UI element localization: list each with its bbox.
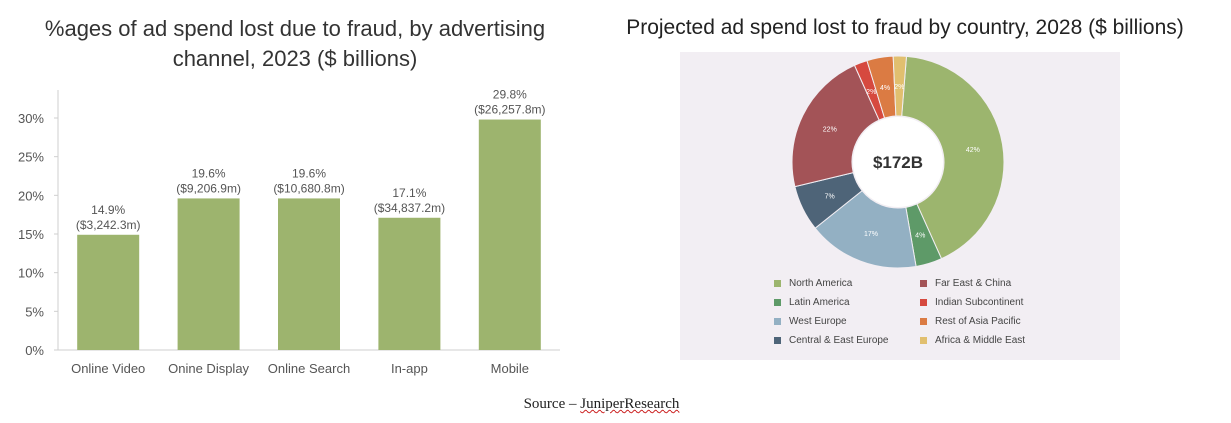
bar-value-label: 19.6%	[292, 166, 326, 180]
y-tick-label: 15%	[18, 227, 44, 242]
slice-label: 4%	[915, 233, 925, 240]
legend-swatch	[774, 280, 781, 287]
x-tick-label: Onine Display	[168, 361, 249, 376]
y-tick-label: 0%	[25, 343, 44, 358]
donut-center-label: $172B	[873, 153, 923, 172]
legend-label: Indian Subcontinent	[935, 297, 1024, 308]
slice-label: 2%	[894, 84, 904, 91]
source-prefix: Source –	[523, 396, 581, 412]
legend-item: Rest of Asia Pacific	[920, 316, 1021, 327]
slice-label: 42%	[966, 147, 980, 154]
donut-slice	[791, 64, 880, 188]
legend-label: Far East & China	[935, 278, 1012, 289]
legend-label: Central & East Europe	[789, 335, 889, 346]
legend-item: Latin America	[774, 297, 850, 308]
bar	[177, 198, 240, 350]
slice-label: 4%	[880, 85, 890, 92]
donut-chart: 42% 4% 17% 7% 22% 2% 4% 2% $172B	[791, 55, 1005, 269]
slice-label: 17%	[864, 231, 878, 238]
legend-item: Central & East Europe	[774, 335, 889, 346]
y-tick-label: 30%	[18, 111, 44, 126]
bar-value-label: 17.1%	[392, 186, 426, 200]
y-tick-label: 20%	[18, 188, 44, 203]
bar-chart-title-line1: %ages of ad spend lost due to fraud, by …	[44, 16, 546, 41]
legend-label: Africa & Middle East	[935, 335, 1026, 346]
legend-item: Far East & China	[920, 278, 1011, 289]
legend-label: West Europe	[789, 316, 847, 327]
y-tick-label: 25%	[18, 150, 44, 165]
bar-value-label: 19.6%	[192, 166, 226, 180]
bar	[77, 234, 140, 350]
legend-swatch	[920, 280, 927, 287]
source-note: Source – JuniperResearch	[0, 396, 1203, 413]
legend-swatch	[920, 337, 927, 344]
source-name: JuniperResearch	[580, 396, 680, 412]
bar-amount-label: ($26,257.8m)	[474, 103, 545, 117]
legend-item: North America	[774, 278, 852, 289]
bar-amount-label: ($9,206.9m)	[176, 181, 241, 195]
x-tick-label: Mobile	[491, 361, 529, 376]
bar	[378, 217, 441, 350]
bar	[278, 198, 340, 350]
bar-amount-label: ($10,680.8m)	[273, 181, 344, 195]
legend-item: Indian Subcontinent	[920, 297, 1023, 308]
legend-swatch	[774, 299, 781, 306]
slice-label: 22%	[823, 126, 837, 133]
legend-swatch	[920, 299, 927, 306]
x-tick-label: Online Search	[268, 361, 350, 376]
donut-chart-title: Projected ad spend lost to fraud by coun…	[626, 16, 1184, 39]
legend-swatch	[774, 337, 781, 344]
donut-slice	[901, 55, 1005, 260]
donut-slice	[814, 190, 917, 269]
legend-item: Africa & Middle East	[920, 335, 1025, 346]
slice-label: 7%	[825, 193, 835, 200]
slice-label: 2%	[866, 89, 876, 96]
donut-hole	[853, 117, 943, 207]
bar-amount-label: ($3,242.3m)	[76, 218, 141, 232]
bar-chart-title-line2: channel, 2023 ($ billions)	[172, 46, 418, 71]
x-tick-label: In-app	[391, 361, 428, 376]
legend-label: North America	[789, 278, 853, 289]
bar	[478, 119, 541, 350]
donut-slice	[892, 55, 908, 117]
legend-item: West Europe	[774, 316, 847, 327]
y-tick-label: 5%	[25, 304, 44, 319]
bar-chart: 0% 5% 10% 15% 20% 25% 30% 14.9%($3,242.3m) Onlin…	[18, 88, 560, 376]
bar-amount-label: ($34,837.2m)	[374, 201, 445, 215]
legend-label: Rest of Asia Pacific	[935, 316, 1021, 327]
legend-swatch	[774, 318, 781, 325]
bar-chart-title: %ages of ad spend lost due to fraud, by …	[0, 14, 590, 74]
bar-value-label: 14.9%	[91, 203, 125, 217]
legend-label: Latin America	[789, 297, 850, 308]
legend-swatch	[920, 318, 927, 325]
x-tick-label: Online Video	[71, 361, 145, 376]
bar-value-label: 29.8%	[493, 88, 527, 102]
y-tick-label: 10%	[18, 266, 44, 281]
